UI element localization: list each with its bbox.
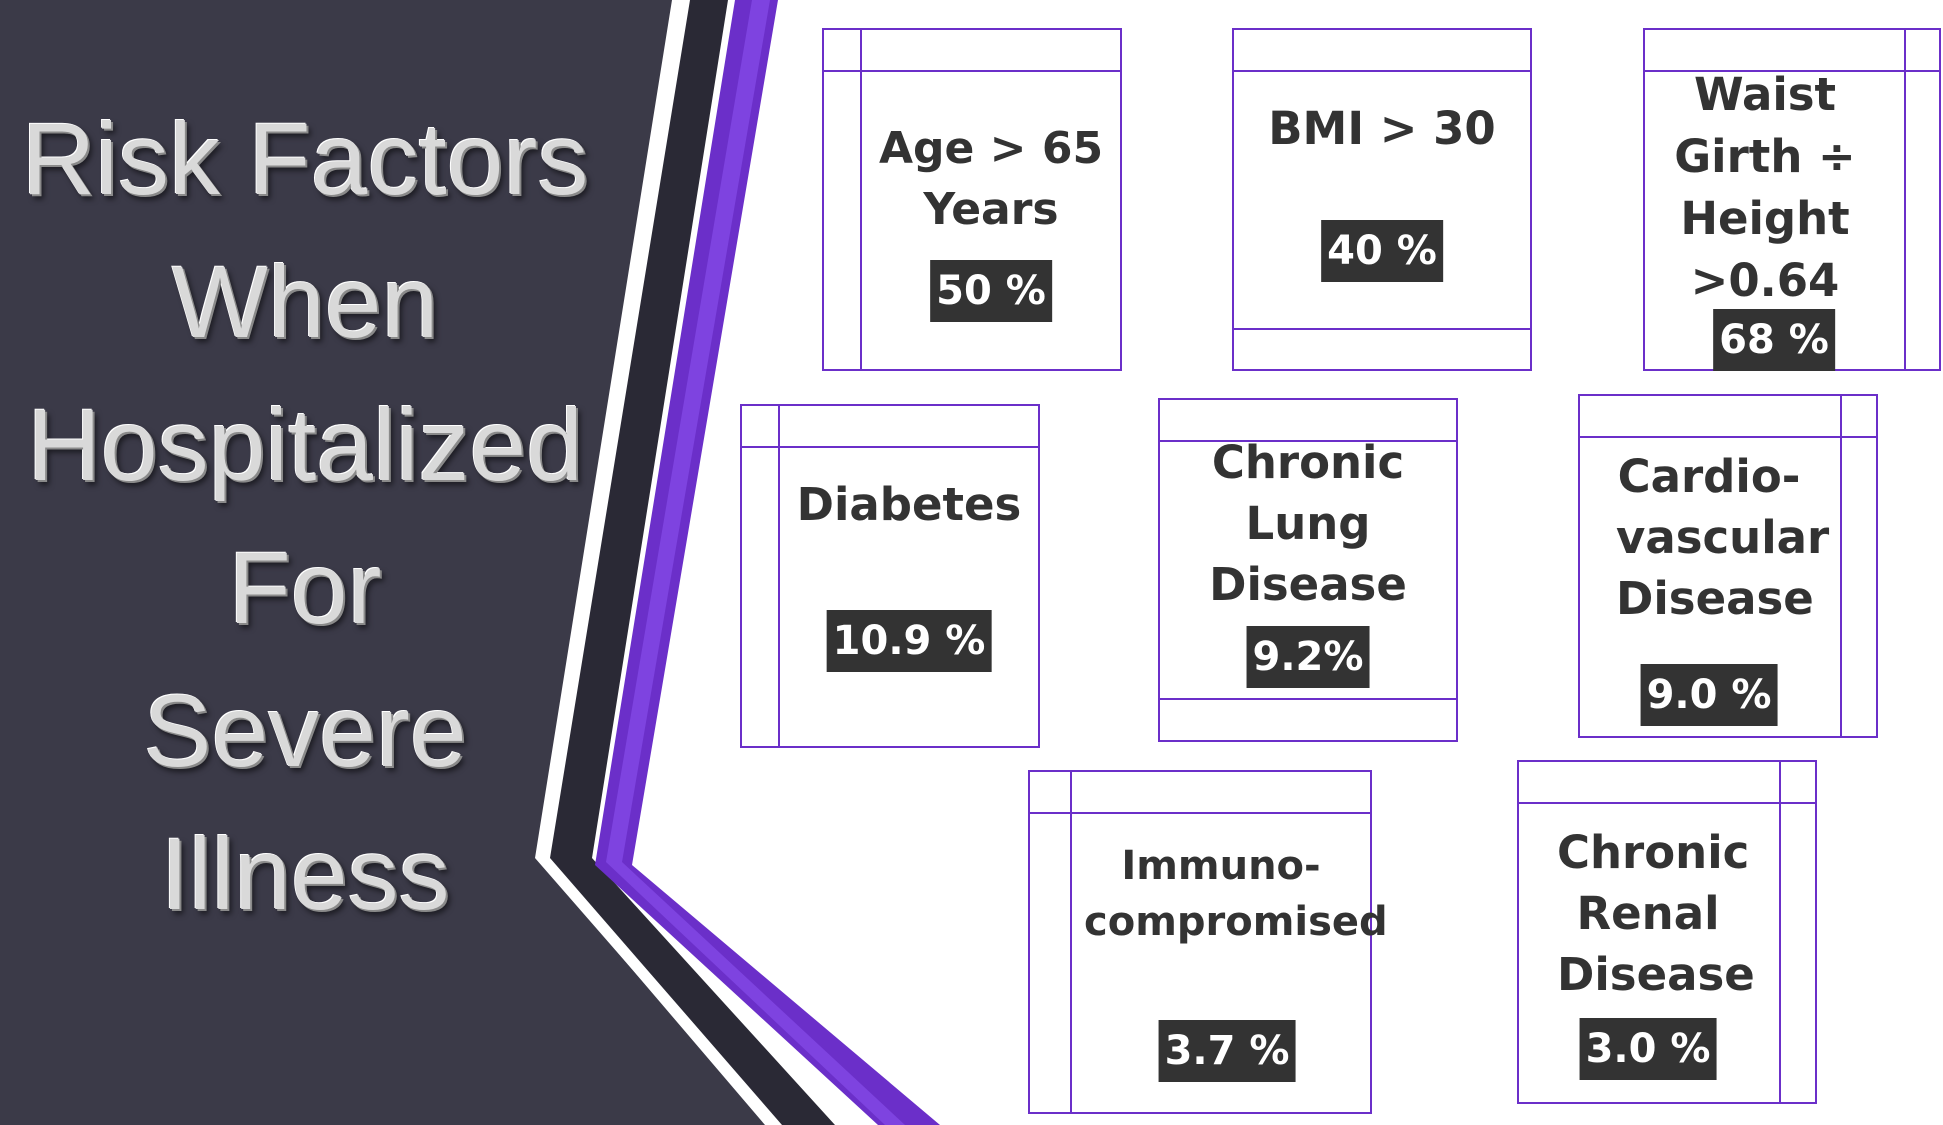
risk-label: Age > 65 Years: [878, 123, 1104, 235]
title-line: Illness: [160, 817, 450, 931]
card-rule: [1904, 28, 1906, 371]
card-rule: [1578, 436, 1878, 438]
risk-card-chronic-renal: Chronic Renal Disease 3.0 %: [1517, 760, 1817, 1104]
dark-title-panel: [0, 0, 765, 1125]
card-border: [1232, 28, 1532, 371]
risk-value: 68 %: [1713, 309, 1835, 371]
title-line: Risk Factors: [21, 102, 589, 216]
page-title: Risk Factors When Hospitalized For Sever…: [0, 88, 610, 946]
card-rule: [1779, 760, 1781, 1104]
card-rule: [1643, 70, 1941, 72]
risk-label: Chronic Renal Disease: [1557, 826, 1755, 1001]
risk-value: 3.7 %: [1158, 1020, 1296, 1082]
card-rule: [860, 28, 862, 371]
title-line: When: [171, 245, 439, 359]
risk-value: 3.0 %: [1579, 1018, 1717, 1080]
card-rule: [1232, 70, 1532, 72]
risk-value: 50 %: [930, 260, 1052, 322]
card-rule: [1070, 770, 1072, 1114]
risk-card-immunocompromised: Immuno-compromised 3.7 %: [1028, 770, 1388, 1114]
risk-card-cardiovascular: Cardio-vascular Disease 9.0 %: [1578, 394, 1878, 738]
card-border: [1028, 770, 1372, 1114]
risk-label: Cardio-vascular Disease: [1616, 450, 1830, 625]
card-rule: [1517, 802, 1817, 804]
chevron-purple-highlight: [606, 0, 905, 1125]
risk-card-chronic-lung: Chronic Lung Disease 9.2%: [1158, 398, 1458, 742]
risk-value: 9.2%: [1246, 626, 1370, 688]
risk-label: Waist Girth ÷ Height >0.64: [1674, 68, 1856, 307]
risk-label: Immuno-compromised: [1084, 843, 1388, 945]
card-rule: [1158, 698, 1458, 700]
risk-card-age: Age > 65 Years 50 %: [822, 28, 1122, 371]
card-border: [1578, 394, 1878, 738]
risk-label: Diabetes: [796, 478, 1022, 531]
risk-card-diabetes: Diabetes 10.9 %: [740, 404, 1040, 748]
risk-card-bmi: BMI > 30 40 %: [1232, 28, 1532, 371]
card-rule: [1232, 328, 1532, 330]
risk-value: 40 %: [1321, 220, 1443, 282]
title-line: For: [228, 531, 382, 645]
card-rule: [1158, 440, 1458, 442]
title-line: Severe: [143, 674, 467, 788]
title-line: Hospitalized: [27, 388, 583, 502]
card-rule: [778, 404, 780, 748]
card-border: [1517, 760, 1817, 1104]
card-border: [822, 28, 1122, 371]
risk-value: 10.9 %: [826, 610, 992, 672]
risk-value: 9.0 %: [1640, 664, 1778, 726]
risk-card-waist-height: Waist Girth ÷ Height >0.64 68 %: [1643, 28, 1941, 371]
card-border: [1158, 398, 1458, 742]
card-border: [740, 404, 1040, 748]
chevron-dark-stripe: [550, 0, 835, 1125]
risk-label: BMI > 30: [1268, 102, 1496, 155]
card-rule: [1840, 394, 1842, 738]
risk-label: Chronic Lung Disease: [1209, 436, 1407, 611]
card-rule: [740, 446, 1040, 448]
chevron-white-line: [535, 0, 780, 1125]
card-rule: [822, 70, 1122, 72]
card-rule: [1028, 812, 1372, 814]
